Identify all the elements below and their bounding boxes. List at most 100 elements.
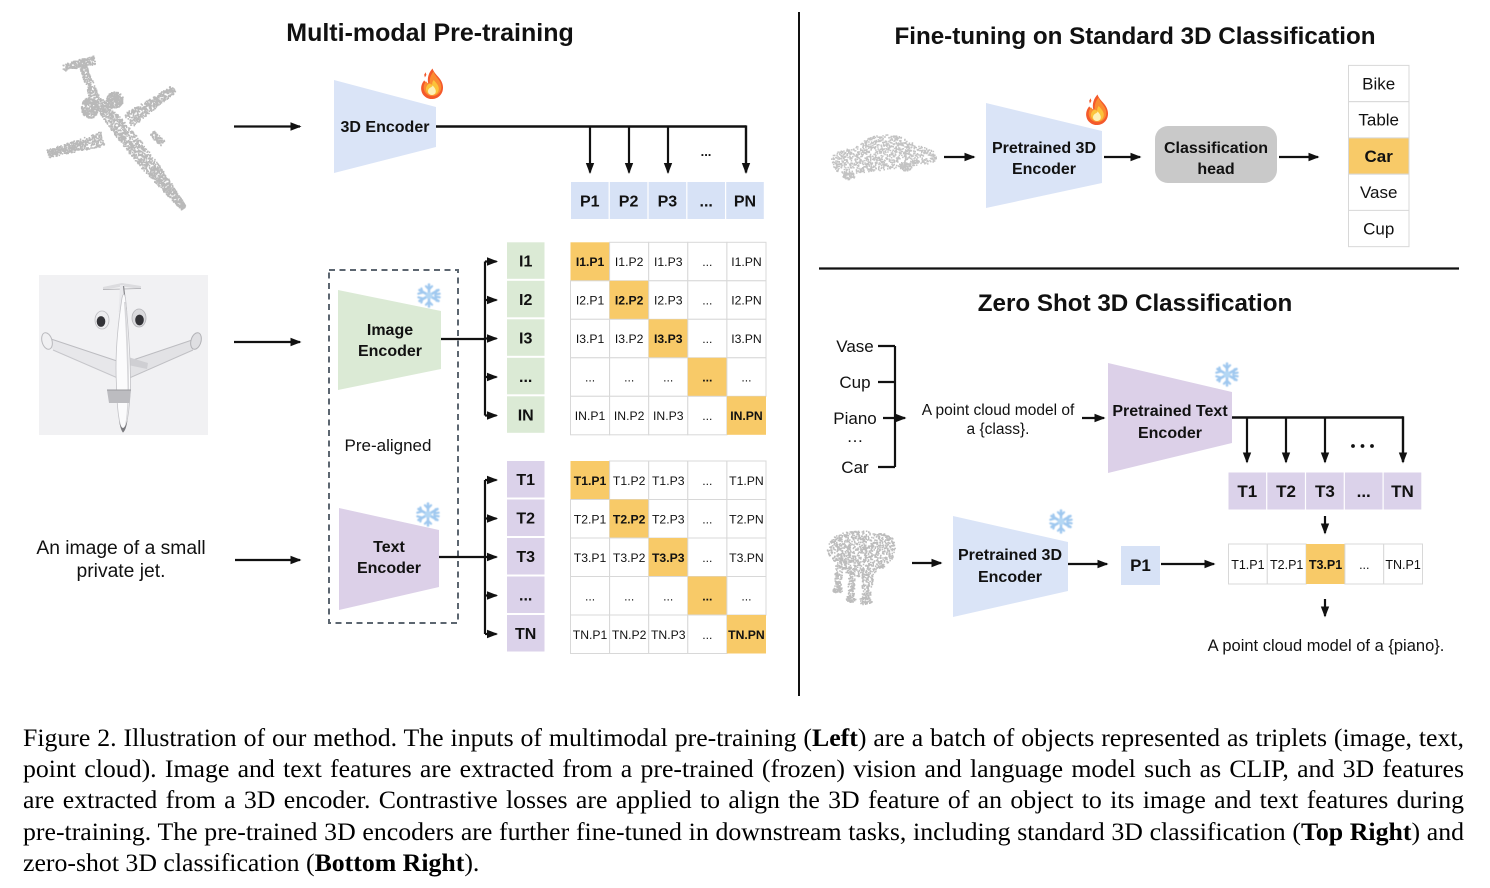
svg-text:Vase: Vase [1360,183,1398,202]
svg-text:T3.P3: T3.P3 [652,551,685,565]
svg-text:T3: T3 [1315,482,1335,501]
svg-text:P2: P2 [619,194,639,211]
svg-text:IN.P3: IN.P3 [653,409,684,423]
svg-text:T1: T1 [1237,482,1257,501]
svg-text:I3: I3 [519,330,532,347]
svg-text:TN.P1: TN.P1 [1385,558,1420,572]
svg-text:I3.PN: I3.PN [731,332,761,346]
svg-text:...: ... [702,589,712,603]
svg-text:head: head [1197,161,1234,178]
svg-text:...: ... [624,589,634,603]
svg-text:...: ... [519,369,532,386]
svg-text:a {class}.: a {class}. [967,421,1030,438]
svg-text:I1.P1: I1.P1 [576,255,605,269]
svg-text:I2.PN: I2.PN [731,294,761,308]
svg-text:...: ... [585,371,595,385]
svg-text:...: ... [702,409,712,423]
svg-text:I2.P2: I2.P2 [615,294,644,308]
svg-text:T3.P2: T3.P2 [613,551,646,565]
svg-text:T1.P1: T1.P1 [1231,558,1264,572]
svg-text:T2.P1: T2.P1 [1270,558,1303,572]
svg-text:I2: I2 [519,292,532,309]
svg-text:...: ... [702,294,712,308]
svg-text:Zero Shot 3D Classification: Zero Shot 3D Classification [978,290,1293,317]
svg-text:TN.P1: TN.P1 [573,628,608,642]
svg-text:Fine-tuning on Standard 3D Cla: Fine-tuning on Standard 3D Classificatio… [894,23,1375,50]
svg-text:TN.PN: TN.PN [728,628,765,642]
svg-text:T2: T2 [516,511,535,528]
svg-text:I1: I1 [519,253,532,270]
svg-text:Car: Car [841,458,869,477]
svg-text:...: ... [702,628,712,642]
svg-text:…: … [847,427,864,446]
svg-text:IN.PN: IN.PN [730,409,763,423]
svg-text:...: ... [519,588,532,605]
svg-text:IN.P1: IN.P1 [575,409,606,423]
svg-text:I1.P3: I1.P3 [654,255,683,269]
svg-text:T2: T2 [1276,482,1296,501]
svg-text:IN: IN [518,407,534,424]
svg-text:3D Encoder: 3D Encoder [341,119,430,136]
svg-text:P1: P1 [1130,556,1151,575]
svg-text:Pretrained Text: Pretrained Text [1112,403,1228,420]
svg-text:Vase: Vase [836,337,874,356]
svg-text:...: ... [702,474,712,488]
svg-text:I3.P2: I3.P2 [615,332,644,346]
svg-text:Encoder: Encoder [978,569,1042,586]
svg-text:P3: P3 [658,194,678,211]
svg-text:T3.P1: T3.P1 [1309,558,1342,572]
svg-text:I2.P1: I2.P1 [576,294,605,308]
svg-text:A point cloud model of a {pian: A point cloud model of a {piano}. [1208,637,1445,655]
svg-text:T3.P1: T3.P1 [574,551,607,565]
svg-text:T2.P1: T2.P1 [574,512,607,526]
svg-text:TN: TN [515,626,536,643]
svg-text:I3.P3: I3.P3 [654,332,683,346]
svg-text:...: ... [585,589,595,603]
svg-text:...: ... [702,255,712,269]
svg-text:I1.P2: I1.P2 [615,255,644,269]
svg-text:IN.P2: IN.P2 [614,409,645,423]
svg-text:...: ... [741,589,751,603]
svg-text:T1.P1: T1.P1 [574,474,607,488]
svg-text:...: ... [741,371,751,385]
svg-text:Cup: Cup [1363,219,1394,238]
svg-text:Cup: Cup [839,373,870,392]
svg-text:Pre-aligned: Pre-aligned [345,436,432,455]
svg-text:Table: Table [1358,111,1399,130]
svg-text:Encoder: Encoder [357,560,421,577]
svg-text:...: ... [1357,482,1371,501]
svg-text:Pretrained 3D: Pretrained 3D [992,140,1096,157]
svg-text:T2.PN: T2.PN [729,512,764,526]
svg-text:TN.P2: TN.P2 [612,628,647,642]
svg-text:T2.P3: T2.P3 [652,512,685,526]
svg-text:I1.PN: I1.PN [731,255,761,269]
svg-text:Text: Text [373,539,405,556]
svg-text:Encoder: Encoder [1138,425,1202,442]
svg-text:...: ... [702,551,712,565]
svg-text:Classification: Classification [1164,140,1268,157]
svg-text:...: ... [702,332,712,346]
svg-text:...: ... [702,512,712,526]
svg-text:...: ... [624,371,634,385]
svg-text:...: ... [663,589,673,603]
svg-text:Multi-modal Pre-training: Multi-modal Pre-training [286,19,574,47]
svg-text:T3.PN: T3.PN [729,551,764,565]
svg-text:A point cloud model of: A point cloud model of [922,402,1075,419]
svg-text:TN: TN [1391,482,1414,501]
svg-text:Car: Car [1365,147,1394,166]
svg-text:...: ... [1359,558,1369,572]
svg-text:T1.PN: T1.PN [729,474,764,488]
svg-text:P1: P1 [580,194,600,211]
svg-text:Bike: Bike [1362,74,1395,93]
svg-text:...: ... [702,371,712,385]
svg-text:T1.P2: T1.P2 [613,474,646,488]
svg-text:I2.P3: I2.P3 [654,294,683,308]
svg-text:T3: T3 [516,549,535,566]
svg-text:T2.P2: T2.P2 [613,512,646,526]
svg-text:Image: Image [367,322,413,339]
svg-text:An image of a small: An image of a small [36,538,205,559]
svg-text:I3.P1: I3.P1 [576,332,605,346]
svg-text:...: ... [663,371,673,385]
svg-text:Encoder: Encoder [358,343,422,360]
svg-text:PN: PN [734,194,756,211]
